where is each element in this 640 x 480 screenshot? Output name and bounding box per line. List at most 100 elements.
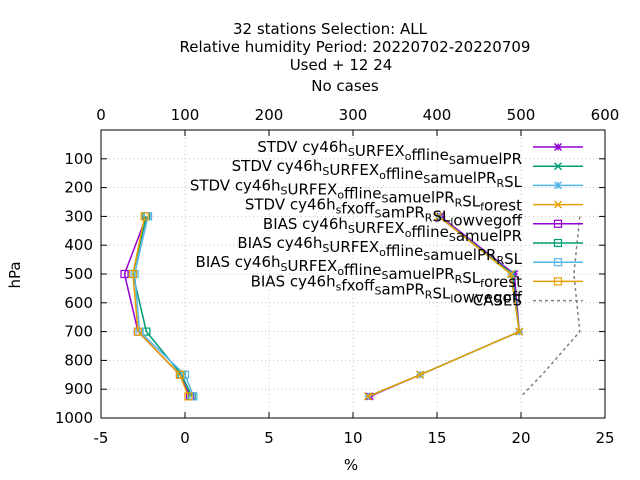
x-tick-label: 25 — [595, 429, 614, 447]
legend-subscript: R — [455, 196, 463, 209]
legend-subscript: f — [480, 277, 485, 290]
y-tick-label: 400 — [64, 236, 93, 254]
data-point — [175, 370, 185, 379]
legend-text-part: owvegoff — [453, 212, 522, 230]
legend-subscript: S — [381, 269, 388, 282]
x-tick-label: 15 — [427, 429, 446, 447]
legend-text-part: owvegoff — [453, 288, 522, 306]
legend-marker — [554, 162, 562, 171]
legend-marker — [553, 238, 563, 248]
marker-stroke — [364, 392, 373, 401]
y-tick-label: 500 — [64, 265, 93, 283]
legend-text-part: ffline — [344, 261, 381, 279]
legend-subscript: o — [379, 169, 386, 182]
legend-text-part: URFEX — [329, 238, 379, 256]
legend-subscript: o — [379, 246, 386, 259]
legend-text-part: orest — [484, 273, 522, 291]
legend-subscript: l — [450, 216, 453, 229]
legend-label: CASES — [473, 292, 522, 310]
data-point — [133, 327, 143, 336]
legend-marker — [553, 219, 563, 228]
marker-stroke — [554, 162, 562, 171]
legend-marker — [554, 181, 562, 190]
y-tick-label: 900 — [64, 380, 93, 398]
legend-text-part: SL — [504, 173, 523, 191]
legend-subscript: S — [281, 261, 288, 274]
legend-text-part: BIAS cy46h — [237, 234, 322, 252]
legend-marker — [554, 200, 562, 209]
legend-subscript: R — [496, 177, 504, 190]
legend-subscript: o — [405, 150, 412, 163]
legend-entry-4: STDV cy46hsfxoffSamPRRSLlowvegoff — [245, 196, 583, 230]
y-tick-label: 200 — [64, 179, 93, 197]
data-point — [364, 392, 373, 401]
legend-text-part: BIAS cy46h — [196, 253, 281, 271]
data-point — [184, 392, 193, 401]
y-tick-label: 800 — [64, 351, 93, 369]
legend-subscript: R — [496, 254, 504, 267]
marker-stroke — [434, 212, 443, 221]
legend-entry-7: BIAS cy46hSURFEXofflineSamuelPRRSLforest — [196, 253, 583, 291]
y-tick-label: 700 — [64, 323, 93, 341]
legend-marker — [553, 258, 563, 267]
x2-tick-label: 100 — [171, 106, 200, 124]
series-line — [132, 216, 190, 397]
marker-stroke — [506, 270, 515, 278]
legend-subscript: S — [375, 284, 382, 297]
legend-subscript: S — [375, 208, 382, 221]
data-point — [120, 269, 129, 279]
legend-text-part: URFEX — [329, 161, 379, 179]
legend-subscript: s — [336, 280, 342, 293]
chart-title: 32 stations Selection: ALL Relative humi… — [180, 20, 531, 95]
legend-text-part: fxoff — [341, 200, 375, 218]
x-tick-label: 0 — [180, 429, 190, 447]
title-line-2: Relative humidity Period: 20220702-20220… — [180, 38, 531, 56]
legend-subscript: R — [425, 212, 433, 225]
legend-text-part: SL — [432, 208, 451, 226]
marker-stroke — [515, 327, 524, 336]
x-tick-label: -5 — [94, 429, 109, 447]
legend-subscript: S — [449, 154, 456, 167]
legend-text-part: SL — [432, 284, 451, 302]
legend-text-part: amuelPR — [430, 169, 496, 187]
legend-subscript: S — [423, 173, 430, 186]
legend-subscript: S — [449, 231, 456, 244]
legend-entry-3: STDV cy46hSURFEXofflineSamuelPRRSLforest — [190, 176, 583, 214]
y-tick-label: 300 — [64, 207, 93, 225]
title-line-3: Used + 12 24 — [290, 56, 393, 74]
legend-text-part: fxoff — [341, 276, 375, 294]
y-tick-label: 1000 — [55, 409, 93, 427]
legend-entry-8: BIAS cy46hsfxoffSamPRRSLlowvegoff — [251, 272, 583, 306]
legend-subscript: S — [381, 192, 388, 205]
legend-text-part: SL — [462, 269, 481, 287]
marker-stroke — [416, 370, 425, 379]
y-tick-label: 600 — [64, 294, 93, 312]
legend-subscript: S — [322, 165, 329, 178]
legend-text-part: amuelPR — [388, 188, 454, 206]
legend-subscript: S — [348, 146, 355, 159]
legend-label: BIAS cy46hSURFEXofflineSamuelPRRSLforest — [196, 253, 523, 291]
legend-subscript: o — [337, 188, 344, 201]
legend-label: STDV cy46hsfxoffSamPRRSLlowvegoff — [245, 196, 523, 230]
legend-subscript: o — [405, 227, 412, 240]
data-point — [434, 212, 443, 221]
x2-tick-label: 200 — [255, 106, 284, 124]
legend-label: BIAS cy46hSURFEXofflineSamuelPRRSL — [237, 234, 522, 268]
legend-subscript: s — [336, 204, 342, 217]
legend-text-part: BIAS cy46h — [251, 272, 336, 290]
data-point — [128, 269, 138, 279]
legend-subscript: S — [281, 184, 288, 197]
legend-label: BIAS cy46hsfxoffSamPRRSLlowvegoff — [251, 272, 523, 306]
legend-text-part: ffline — [386, 165, 423, 183]
legend-text-part: ffline — [386, 242, 423, 260]
data-point — [416, 370, 425, 379]
series-4 — [364, 212, 524, 401]
legend-text-part: STDV cy46h — [232, 157, 323, 175]
series-lines — [120, 212, 581, 401]
legend-text-part: ffline — [411, 223, 448, 241]
legend-subscript: S — [322, 242, 329, 255]
data-point — [140, 212, 149, 221]
data-point — [506, 270, 515, 278]
legend-text-part: SL — [504, 250, 523, 268]
